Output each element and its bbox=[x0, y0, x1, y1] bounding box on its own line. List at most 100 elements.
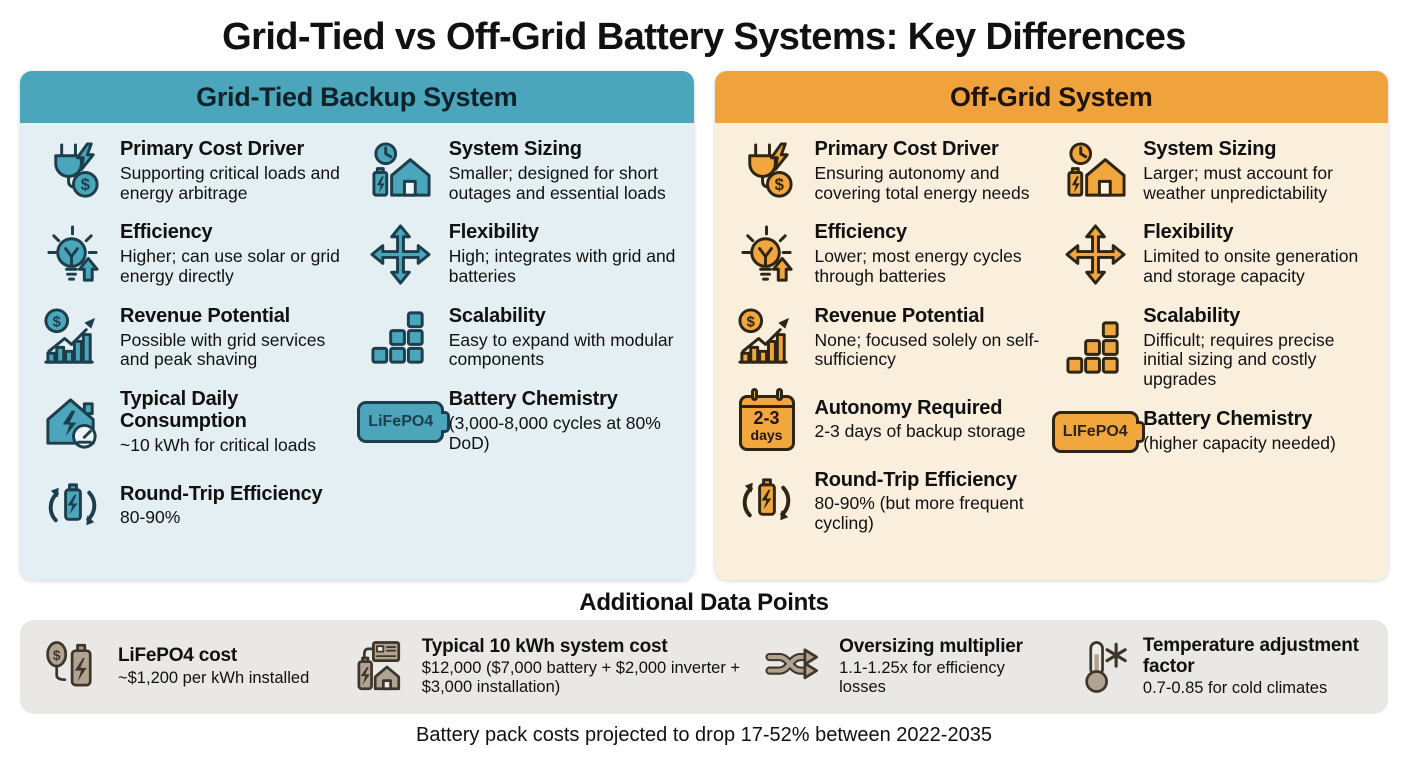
off-grid-panel-body: Primary Cost Driver Ensuring autonomy an… bbox=[714, 123, 1388, 580]
feature-title: Battery Chemistry bbox=[448, 388, 618, 411]
feature-desc: Larger; must account for weather unpredi… bbox=[1143, 162, 1333, 203]
autonomy-calendar-icon: 2-3 days bbox=[729, 388, 805, 451]
feature-title: Efficiency bbox=[814, 221, 908, 244]
feature-round-trip-efficiency: Round-Trip Efficiency 80-90% bbox=[34, 475, 351, 538]
datapoint-oversizing-multiplier: Oversizing multiplier 1.1-1.25x for effi… bbox=[759, 635, 1051, 697]
feature-battery-chemistry: LiFePO4 Battery Chemistry (3,000-8,000 c… bbox=[357, 388, 680, 453]
off-grid-column-1: Primary Cost Driver Ensuring autonomy an… bbox=[729, 138, 1046, 570]
plug-dollar-icon bbox=[34, 140, 110, 203]
feature-daily-consumption: Typical Daily Consumption ~10 kWh for cr… bbox=[34, 389, 351, 455]
comparison-panels: Grid-Tied Backup System Primary Cost Dri… bbox=[0, 71, 1408, 580]
feature-title: Revenue Potential bbox=[814, 304, 985, 327]
additional-data-title: Additional Data Points bbox=[579, 589, 829, 616]
feature-desc: Limited to onsite generation and storage… bbox=[1143, 246, 1359, 286]
grid-tied-column-2: System Sizing Smaller; designed for shor… bbox=[357, 138, 680, 570]
datapoint-desc: 1.1-1.25x for efficiency losses bbox=[839, 659, 1005, 697]
grid-tied-column-1: Primary Cost Driver Supporting critical … bbox=[34, 138, 351, 570]
grid-tied-panel-header: Grid-Tied Backup System bbox=[20, 71, 694, 123]
feature-title: Flexibility bbox=[1143, 221, 1234, 244]
datapoint-title: Temperature adjustment factor bbox=[1142, 635, 1359, 677]
feature-title: Typical Daily Consumption bbox=[120, 388, 247, 432]
feature-desc: Supporting critical loads and energy arb… bbox=[120, 162, 340, 203]
battery-label-text: LiFePO4 bbox=[357, 400, 445, 443]
feature-title: Efficiency bbox=[120, 221, 213, 244]
feature-flexibility: Flexibility High; integrates with grid a… bbox=[363, 222, 680, 286]
calendar-peg bbox=[750, 388, 758, 402]
house-meter-icon bbox=[34, 391, 110, 454]
oversizing-arrows-icon bbox=[759, 638, 829, 696]
calendar-peg bbox=[775, 388, 783, 402]
grid-tied-panel: Grid-Tied Backup System Primary Cost Dri… bbox=[20, 71, 694, 580]
additional-data-section: LiFePO4 cost ~$1,200 per kWh installed T… bbox=[20, 620, 1388, 714]
lightbulb-efficiency-icon bbox=[34, 223, 110, 286]
off-grid-panel-header: Off-Grid System bbox=[714, 71, 1388, 123]
feature-primary-cost-driver: Primary Cost Driver Ensuring autonomy an… bbox=[729, 138, 1046, 203]
feature-autonomy-required: 2-3 days Autonomy Required 2-3 days of b… bbox=[729, 388, 1046, 451]
feature-desc: Possible with grid services and peak sha… bbox=[120, 329, 326, 370]
clock-house-battery-icon bbox=[1057, 140, 1133, 203]
thermometer-snowflake-icon bbox=[1063, 638, 1133, 696]
four-way-arrows-icon bbox=[363, 223, 439, 286]
feature-title: System Sizing bbox=[1143, 138, 1277, 160]
feature-title: Round-Trip Efficiency bbox=[814, 468, 1018, 491]
feature-title: Revenue Potential bbox=[120, 304, 290, 327]
datapoint-title: Typical 10 kWh system cost bbox=[421, 635, 668, 657]
feature-revenue-potential: Revenue Potential None; focused solely o… bbox=[729, 304, 1046, 370]
feature-desc: Higher; can use solar or grid energy dir… bbox=[120, 246, 340, 286]
feature-desc: None; focused solely on self-sufficiency bbox=[814, 329, 1040, 370]
page-title: Grid-Tied vs Off-Grid Battery Systems: K… bbox=[222, 16, 1186, 58]
feature-system-sizing: System Sizing Larger; must account for w… bbox=[1057, 138, 1374, 203]
feature-scalability: Scalability Easy to expand with modular … bbox=[363, 304, 680, 370]
feature-title: Battery Chemistry bbox=[1143, 408, 1313, 431]
feature-desc: Ensuring autonomy and covering total ene… bbox=[814, 162, 1030, 203]
datapoint-desc: 0.7-0.85 for cold climates bbox=[1142, 679, 1328, 698]
clock-house-battery-icon bbox=[363, 140, 439, 203]
feature-desc: Difficult; requires precise initial sizi… bbox=[1143, 329, 1335, 390]
feature-flexibility: Flexibility Limited to onsite generation… bbox=[1057, 222, 1374, 286]
feature-title: System Sizing bbox=[448, 138, 582, 160]
feature-efficiency: Efficiency Higher; can use solar or grid… bbox=[34, 222, 351, 286]
lifepo4-battery-icon: LIFePO4 bbox=[1051, 410, 1139, 453]
datapoint-lifepo4-cost: LiFePO4 cost ~$1,200 per kWh installed bbox=[38, 638, 330, 696]
feature-desc: High; integrates with grid and batteries bbox=[448, 246, 676, 286]
feature-desc: ~10 kWh for critical loads bbox=[120, 434, 316, 455]
feature-title: Scalability bbox=[448, 304, 546, 327]
datapoint-system-cost: Typical 10 kWh system cost $12,000 ($7,0… bbox=[342, 635, 747, 697]
modular-blocks-icon bbox=[1057, 317, 1133, 380]
feature-efficiency: Efficiency Lower; most energy cycles thr… bbox=[729, 222, 1046, 286]
battery-cycle-icon bbox=[34, 475, 110, 538]
calendar-top-text: 2-3 bbox=[753, 408, 780, 429]
plug-dollar-icon bbox=[729, 140, 805, 203]
calendar-icon: 2-3 days bbox=[738, 388, 795, 451]
battery-label-text: LIFePO4 bbox=[1051, 410, 1139, 453]
datapoint-desc: ~$1,200 per kWh installed bbox=[118, 668, 310, 687]
off-grid-panel: Off-Grid System Primary Cost Driver Ensu… bbox=[714, 71, 1388, 580]
feature-desc: Easy to expand with modular components bbox=[448, 329, 674, 370]
lightbulb-efficiency-icon bbox=[729, 223, 805, 286]
feature-desc: 80-90% (but more frequent cycling) bbox=[814, 493, 1024, 534]
feature-title: Autonomy Required bbox=[814, 396, 1003, 419]
feature-title: Scalability bbox=[1143, 304, 1240, 327]
feature-desc: (3,000-8,000 cycles at 80% DoD) bbox=[448, 413, 661, 453]
feature-title: Flexibility bbox=[448, 221, 539, 244]
revenue-chart-icon bbox=[729, 307, 805, 370]
off-grid-column-2: System Sizing Larger; must account for w… bbox=[1051, 138, 1374, 570]
datapoint-desc: $12,000 ($7,000 battery + $2,000 inverte… bbox=[421, 659, 741, 697]
feature-revenue-potential: Revenue Potential Possible with grid ser… bbox=[34, 304, 351, 370]
feature-desc: Lower; most energy cycles through batter… bbox=[814, 246, 1022, 286]
battery-cycle-icon bbox=[729, 470, 805, 533]
lifepo4-battery-icon: LiFePO4 bbox=[357, 400, 445, 443]
feature-battery-chemistry: LIFePO4 Battery Chemistry (higher capaci… bbox=[1051, 408, 1374, 454]
feature-title: Primary Cost Driver bbox=[120, 138, 305, 160]
feature-primary-cost-driver: Primary Cost Driver Supporting critical … bbox=[34, 138, 351, 203]
grid-tied-panel-body: Primary Cost Driver Supporting critical … bbox=[20, 123, 694, 580]
feature-scalability: Scalability Difficult; requires precise … bbox=[1057, 304, 1374, 390]
feature-round-trip-efficiency: Round-Trip Efficiency 80-90% (but more f… bbox=[729, 468, 1046, 534]
calendar-bottom-text: days bbox=[750, 427, 783, 444]
system-cost-icon bbox=[342, 638, 412, 696]
datapoint-title: LiFePO4 cost bbox=[118, 645, 238, 667]
datapoint-title: Oversizing multiplier bbox=[839, 635, 1023, 657]
feature-desc: 80-90% bbox=[120, 507, 181, 528]
four-way-arrows-icon bbox=[1057, 223, 1133, 286]
feature-title: Round-Trip Efficiency bbox=[120, 482, 323, 505]
